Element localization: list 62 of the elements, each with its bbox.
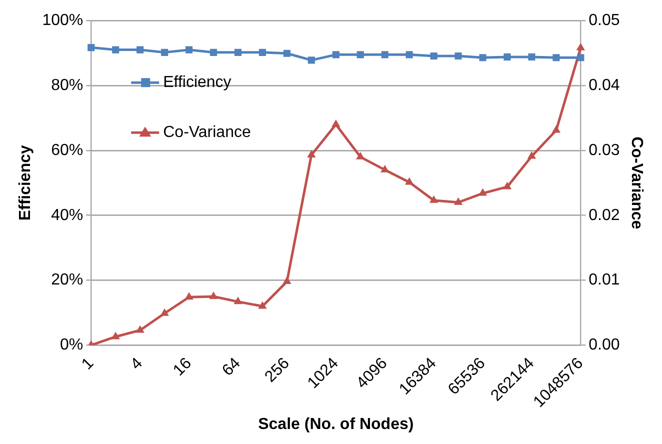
point [404, 177, 414, 185]
point [283, 50, 290, 57]
point [332, 51, 340, 58]
point [258, 301, 267, 309]
point [552, 125, 561, 133]
point [307, 150, 316, 158]
point [430, 52, 438, 60]
point [552, 54, 560, 62]
point [502, 182, 512, 190]
point [332, 119, 340, 127]
point [112, 46, 120, 54]
x-tick-label: 64 [219, 354, 244, 380]
point [234, 48, 242, 56]
y2-tick-label: 0.00 [588, 336, 620, 354]
point [356, 152, 365, 160]
y2-tick-label: 0.03 [588, 142, 620, 159]
point [454, 197, 463, 205]
y-axis-title: Efficiency [17, 145, 34, 221]
y2-tick-label: 0.01 [588, 272, 620, 289]
x-tick-label: 16 [170, 354, 196, 380]
point [160, 308, 169, 316]
point [258, 48, 266, 56]
point [577, 54, 584, 62]
point [576, 42, 585, 50]
y-tick-label: 20% [51, 272, 84, 289]
point [479, 54, 486, 62]
x-tick-label: 1 [78, 354, 98, 374]
y2-tick-label: 0.02 [588, 206, 620, 224]
point [234, 296, 242, 304]
y-tick-label: 0% [60, 336, 84, 354]
x-tick-label: 4 [128, 354, 146, 374]
y-tick-label: 100% [42, 12, 84, 30]
point [504, 53, 511, 60]
point [210, 48, 218, 56]
point [136, 325, 144, 333]
point [136, 46, 144, 54]
y-tick-label: 40% [51, 206, 84, 224]
point [429, 195, 438, 203]
y-tick-label: 80% [51, 76, 84, 94]
point [282, 276, 292, 284]
point [185, 46, 193, 54]
point [209, 291, 218, 299]
y2-tick-label: 0.05 [588, 12, 620, 30]
point [478, 188, 488, 196]
legend-label: Co-Variance [163, 124, 251, 142]
point [111, 332, 120, 340]
y2-axis-title: Co-Variance [628, 136, 645, 230]
y-tick-label: 60% [51, 142, 84, 159]
legend-label: Efficiency [163, 74, 232, 92]
point [454, 52, 462, 60]
point [184, 292, 194, 300]
y2-tick-label: 0.04 [588, 76, 620, 94]
point [161, 48, 168, 56]
point [356, 51, 364, 58]
point [308, 56, 315, 64]
point [406, 51, 413, 58]
point [381, 51, 388, 58]
point [88, 44, 95, 52]
point [527, 151, 536, 159]
x-axis-title: Scale (No. of Nodes) [258, 416, 414, 433]
point [528, 53, 536, 60]
x-tick-label: 256 [262, 354, 293, 386]
